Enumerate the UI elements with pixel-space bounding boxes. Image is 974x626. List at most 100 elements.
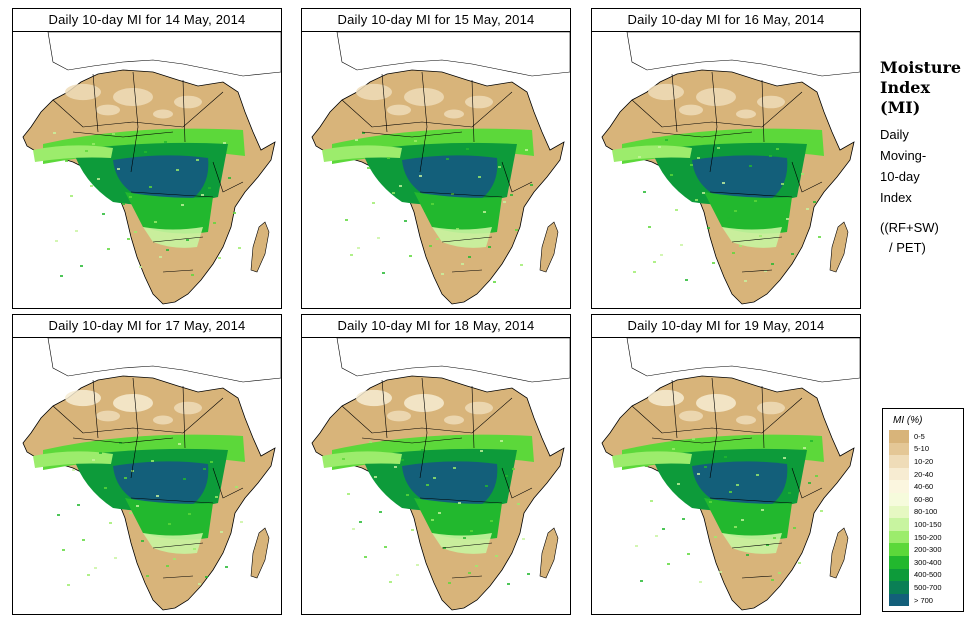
moisture-speckle: [218, 257, 221, 259]
country-border: [761, 385, 765, 449]
moisture-speckle: [367, 167, 370, 169]
country-border: [501, 161, 533, 193]
moisture-speckle: [436, 238, 439, 240]
map-panel-3: Daily 10-day MI for 16 May, 2014: [591, 8, 861, 309]
moisture-speckle: [87, 574, 90, 576]
moisture-speckle: [114, 557, 117, 559]
legend-item: 20-40: [883, 467, 963, 481]
map-panel-5: Daily 10-day MI for 18 May, 2014: [301, 314, 571, 615]
moisture-speckle: [788, 492, 791, 494]
country-border: [419, 71, 428, 173]
moisture-speckle: [210, 461, 213, 463]
moisture-speckle: [394, 466, 397, 468]
moisture-speckle: [379, 511, 382, 513]
dry-region: [356, 83, 392, 101]
madagascar: [539, 221, 559, 273]
map-panel-6: Daily 10-day MI for 19 May, 2014: [591, 314, 861, 615]
moisture-region: [125, 192, 213, 234]
moisture-speckle: [461, 263, 464, 265]
legend-swatch: [889, 480, 909, 493]
moisture-speckle: [228, 177, 231, 179]
moisture-region: [612, 145, 692, 162]
moisture-region: [113, 155, 209, 204]
moisture-speckle: [798, 562, 801, 564]
moisture-speckle: [70, 195, 73, 197]
moisture-speckle: [503, 201, 506, 203]
moisture-speckle: [633, 271, 636, 273]
country-border: [152, 236, 204, 243]
country-border: [741, 575, 773, 579]
legend-item: 60-80: [883, 492, 963, 506]
dry-region: [113, 88, 153, 106]
moisture-speckle: [215, 496, 218, 498]
dry-region: [356, 389, 392, 407]
country-border: [671, 379, 678, 439]
legend-swatch: [889, 543, 909, 556]
moisture-speckle: [389, 581, 392, 583]
moisture-speckle: [399, 185, 402, 187]
madagascar: [250, 221, 270, 273]
moisture-speckle: [687, 553, 690, 555]
moisture-speckle: [525, 149, 528, 151]
dry-region: [96, 410, 120, 422]
legend-item: 300-400: [883, 555, 963, 569]
dry-region: [153, 415, 173, 425]
moisture-speckle: [193, 548, 196, 550]
dry-region: [387, 410, 411, 422]
moisture-speckle: [188, 513, 191, 515]
africa-moisture-map: [302, 32, 570, 308]
country-border: [381, 379, 388, 439]
legend-item: 5-10: [883, 442, 963, 456]
country-border: [651, 131, 753, 138]
country-border: [419, 377, 428, 479]
moisture-speckle: [638, 156, 641, 158]
moisture-speckle: [530, 184, 533, 186]
moisture-speckle: [387, 157, 390, 159]
country-border: [341, 91, 513, 128]
moisture-speckle: [692, 438, 695, 440]
moisture-speckle: [712, 262, 715, 264]
moisture-speckle: [522, 538, 525, 540]
moisture-speckle: [645, 465, 648, 467]
moisture-speckle: [364, 556, 367, 558]
moisture-speckle: [198, 583, 201, 585]
moisture-speckle: [238, 247, 241, 249]
moisture-speckle: [139, 266, 142, 268]
dry-region: [153, 109, 173, 119]
moisture-speckle: [470, 530, 473, 532]
dry-region: [679, 104, 703, 116]
moisture-speckle: [404, 220, 407, 222]
country-border: [212, 161, 244, 193]
moisture-speckle: [456, 228, 459, 230]
moisture-speckle: [433, 477, 436, 479]
moisture-region: [402, 461, 498, 510]
country-border: [162, 269, 194, 273]
moisture-speckle: [186, 239, 189, 241]
moisture-speckle: [786, 218, 789, 220]
moisture-region: [125, 498, 213, 540]
moisture-speckle: [820, 510, 823, 512]
country-border: [631, 91, 803, 128]
moisture-speckle: [178, 443, 181, 445]
legend-swatch: [889, 593, 909, 607]
moisture-speckle: [707, 227, 710, 229]
moisture-speckle: [357, 247, 360, 249]
moisture-speckle: [124, 477, 127, 479]
moisture-speckle: [813, 201, 816, 203]
moisture-speckle: [401, 459, 404, 461]
moisture-speckle: [709, 501, 712, 503]
moisture-region: [113, 461, 209, 510]
moisture-speckle: [151, 460, 154, 462]
dry-region: [113, 394, 153, 412]
moisture-speckle: [697, 473, 700, 475]
moisture-region: [414, 192, 502, 234]
moisture-speckle: [665, 139, 668, 141]
moisture-speckle: [352, 528, 355, 530]
moisture-speckle: [431, 519, 434, 521]
legend-swatch: [889, 455, 909, 468]
moisture-speckle: [485, 485, 488, 487]
moisture-speckle: [112, 133, 115, 135]
moisture-speckle: [515, 229, 518, 231]
moisture-speckle: [173, 558, 176, 560]
country-border: [182, 79, 186, 143]
